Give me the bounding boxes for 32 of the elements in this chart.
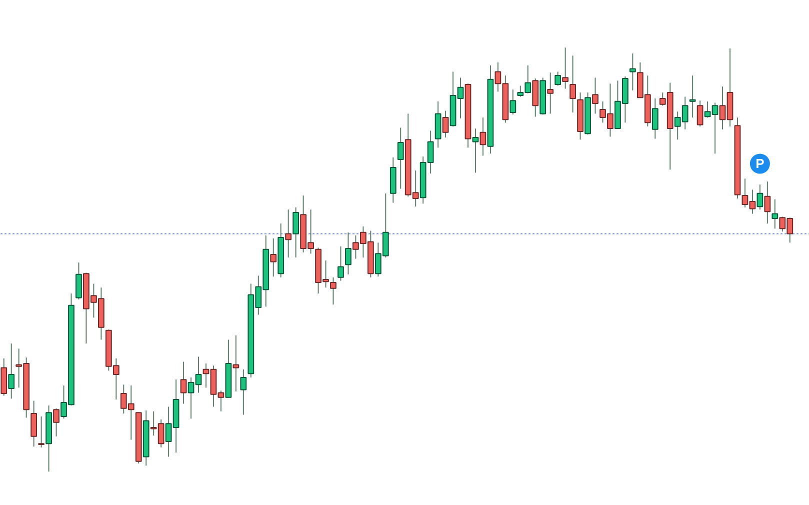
candlestick [8, 343, 15, 400]
candlestick [38, 416, 44, 448]
candlestick [689, 75, 696, 118]
candlestick [180, 361, 187, 404]
candlestick [232, 334, 240, 392]
candlestick [338, 246, 344, 282]
annotation: P [756, 156, 765, 172]
candlestick [629, 53, 636, 91]
candlestick [285, 209, 292, 258]
candlestick [30, 400, 38, 448]
candlestick [240, 368, 247, 416]
candlestick [562, 47, 569, 90]
candlestick [76, 262, 82, 300]
candlestick [397, 127, 404, 190]
candlestick [592, 77, 598, 114]
candlestick [442, 110, 449, 138]
candlestick [292, 206, 300, 258]
candlestick [772, 198, 778, 230]
candlestick [472, 128, 479, 174]
candlestick [554, 71, 562, 86]
candlestick [345, 232, 352, 275]
candlestick [480, 117, 486, 156]
candlestick [53, 408, 60, 437]
candlestick [510, 89, 516, 116]
candlestick [756, 184, 764, 210]
candlestick [547, 72, 554, 114]
candlestick [570, 55, 576, 113]
candlestick [652, 98, 658, 140]
candlestick [270, 238, 277, 278]
candlestick [696, 100, 704, 127]
candlestick [330, 276, 336, 306]
candlestick [764, 181, 771, 224]
